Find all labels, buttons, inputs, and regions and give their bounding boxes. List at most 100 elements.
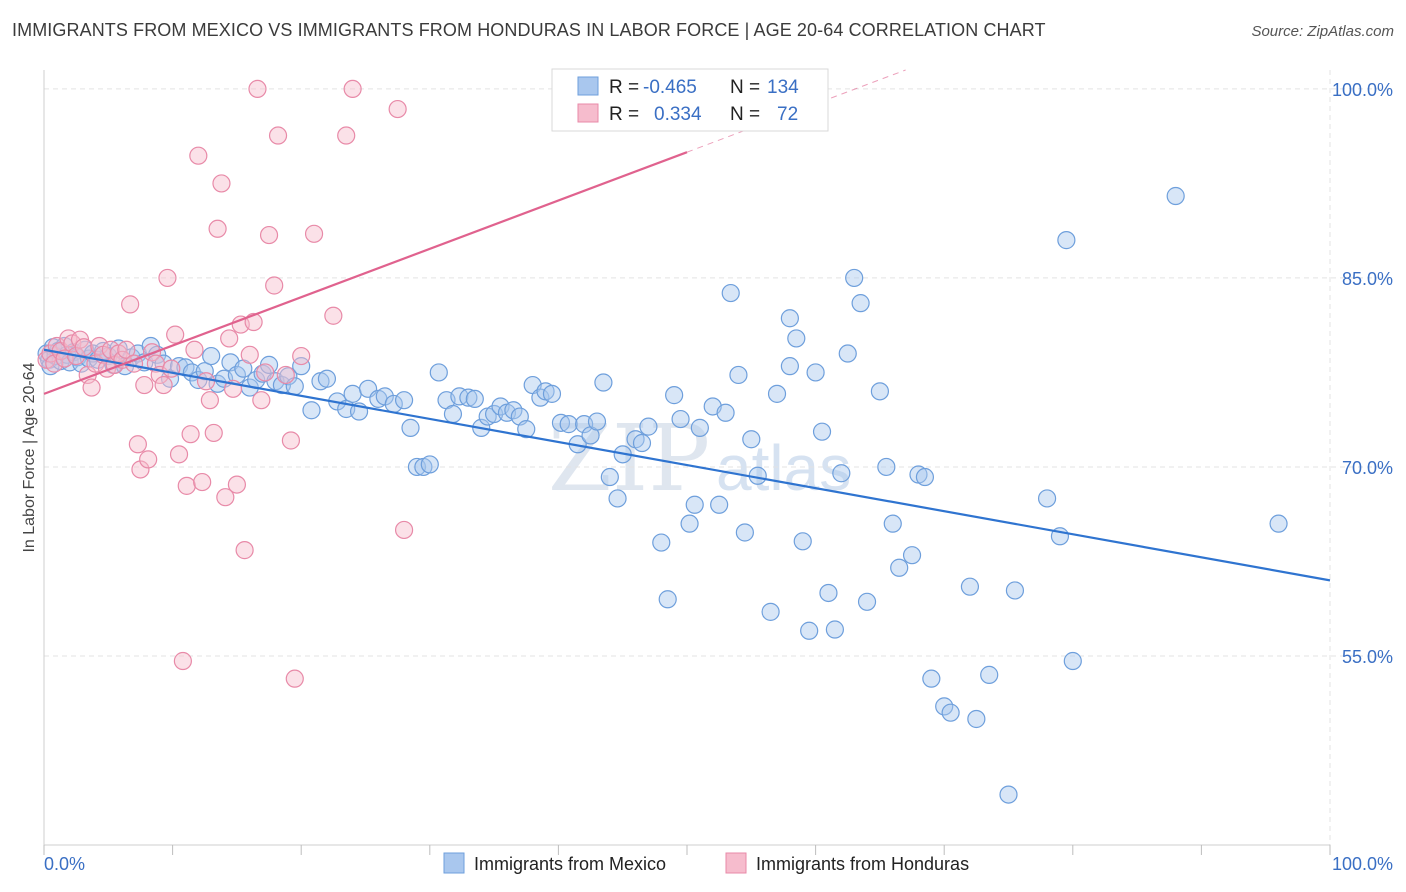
point-mexico (600, 467, 619, 487)
point-mexico (787, 329, 806, 348)
point-honduras (324, 306, 343, 325)
point-mexico (443, 404, 463, 424)
y-tick-label: 55.0% (1342, 647, 1393, 667)
y-tick-label: 100.0% (1332, 80, 1393, 100)
series-legend-label-honduras: Immigrants from Honduras (756, 854, 969, 874)
point-mexico (980, 665, 999, 684)
point-mexico (302, 401, 321, 420)
point-honduras (281, 431, 301, 450)
point-honduras (173, 651, 192, 671)
y-tick-label: 85.0% (1342, 269, 1393, 289)
point-honduras (154, 375, 173, 395)
point-mexico (729, 365, 748, 385)
point-mexico (710, 495, 729, 514)
point-mexico (851, 294, 870, 313)
point-mexico (587, 412, 607, 431)
point-mexico (1005, 581, 1025, 600)
point-mexico (632, 433, 652, 453)
legend-n-label-mexico: N = (730, 77, 760, 98)
point-honduras (248, 79, 267, 99)
point-mexico (542, 384, 562, 403)
y-tick-label: 70.0% (1342, 458, 1393, 478)
point-mexico (292, 357, 311, 376)
x-tick-label: 0.0% (44, 854, 85, 874)
point-mexico (902, 546, 922, 565)
x-tick-label: 100.0% (1332, 854, 1393, 874)
point-mexico (420, 455, 439, 474)
point-honduras (212, 174, 231, 193)
point-mexico (838, 344, 857, 363)
axes (43, 70, 1331, 855)
point-mexico (202, 346, 221, 366)
point-mexico (845, 268, 864, 288)
point-honduras (185, 340, 204, 359)
point-honduras (128, 435, 147, 454)
point-mexico (394, 391, 414, 410)
point-honduras (193, 472, 212, 492)
point-honduras (227, 475, 246, 494)
point-honduras (285, 669, 304, 688)
point-mexico (812, 422, 832, 441)
point-honduras (259, 225, 279, 245)
series-legend: Immigrants from Mexico Immigrants from H… (443, 852, 969, 874)
series-legend-swatch-honduras (725, 852, 747, 874)
point-mexico (832, 464, 851, 483)
point-honduras (166, 325, 185, 344)
point-honduras (343, 79, 362, 99)
legend-n-label-honduras: N = (730, 104, 760, 125)
point-mexico (551, 413, 571, 432)
point-honduras (388, 99, 407, 119)
point-mexico (459, 388, 478, 407)
watermark-zip: ZIP (548, 405, 710, 512)
point-mexico (922, 669, 941, 688)
point-mexico (559, 415, 578, 434)
legend-swatch-honduras (577, 103, 599, 123)
point-mexico (870, 382, 890, 401)
series-legend-label-mexico: Immigrants from Mexico (474, 854, 666, 874)
point-honduras (216, 488, 235, 507)
point-mexico (967, 709, 986, 729)
point-mexico (671, 409, 690, 429)
point-mexico (767, 384, 787, 403)
point-mexico (517, 420, 536, 439)
trend-lines (43, 69, 1331, 582)
point-honduras (90, 336, 109, 356)
point-honduras (74, 338, 93, 357)
point-honduras (181, 425, 200, 444)
point-honduras (204, 423, 223, 443)
point-mexico (343, 384, 362, 403)
point-honduras (337, 126, 356, 145)
point-honduras (200, 391, 219, 410)
point-mexico (793, 532, 812, 551)
gridlines (44, 70, 1392, 845)
point-mexico (1057, 231, 1076, 250)
point-mexico (716, 403, 735, 422)
point-mexico (780, 357, 799, 376)
point-honduras (82, 378, 101, 397)
legend-r-value-mexico: -0.465 (643, 77, 697, 98)
point-honduras (121, 295, 140, 314)
point-mexico (721, 283, 740, 303)
point-mexico (999, 785, 1018, 804)
point-honduras (135, 375, 154, 395)
point-honduras (265, 276, 284, 295)
point-mexico (317, 369, 337, 388)
point-mexico (800, 621, 819, 640)
point-mexico (941, 703, 960, 722)
series-legend-swatch-mexico (443, 852, 465, 874)
point-honduras (276, 365, 295, 385)
point-mexico (658, 590, 677, 609)
point-mexico (639, 417, 658, 436)
axis-labels: 55.0% 70.0% 85.0% 100.0% 0.0% 100.0% In Labor … (21, 80, 1393, 874)
point-mexico (780, 309, 799, 328)
point-honduras (208, 219, 227, 238)
point-mexico (680, 514, 699, 533)
legend-n-value-honduras: 72 (777, 104, 798, 125)
point-mexico (1269, 514, 1288, 533)
point-mexico (742, 430, 761, 449)
point-mexico (685, 495, 704, 514)
legend-r-label-mexico: R = (609, 77, 639, 98)
point-mexico (485, 404, 504, 424)
stats-legend: R = -0.465 N = 134 R = 0.334 N = 72 (551, 68, 829, 132)
